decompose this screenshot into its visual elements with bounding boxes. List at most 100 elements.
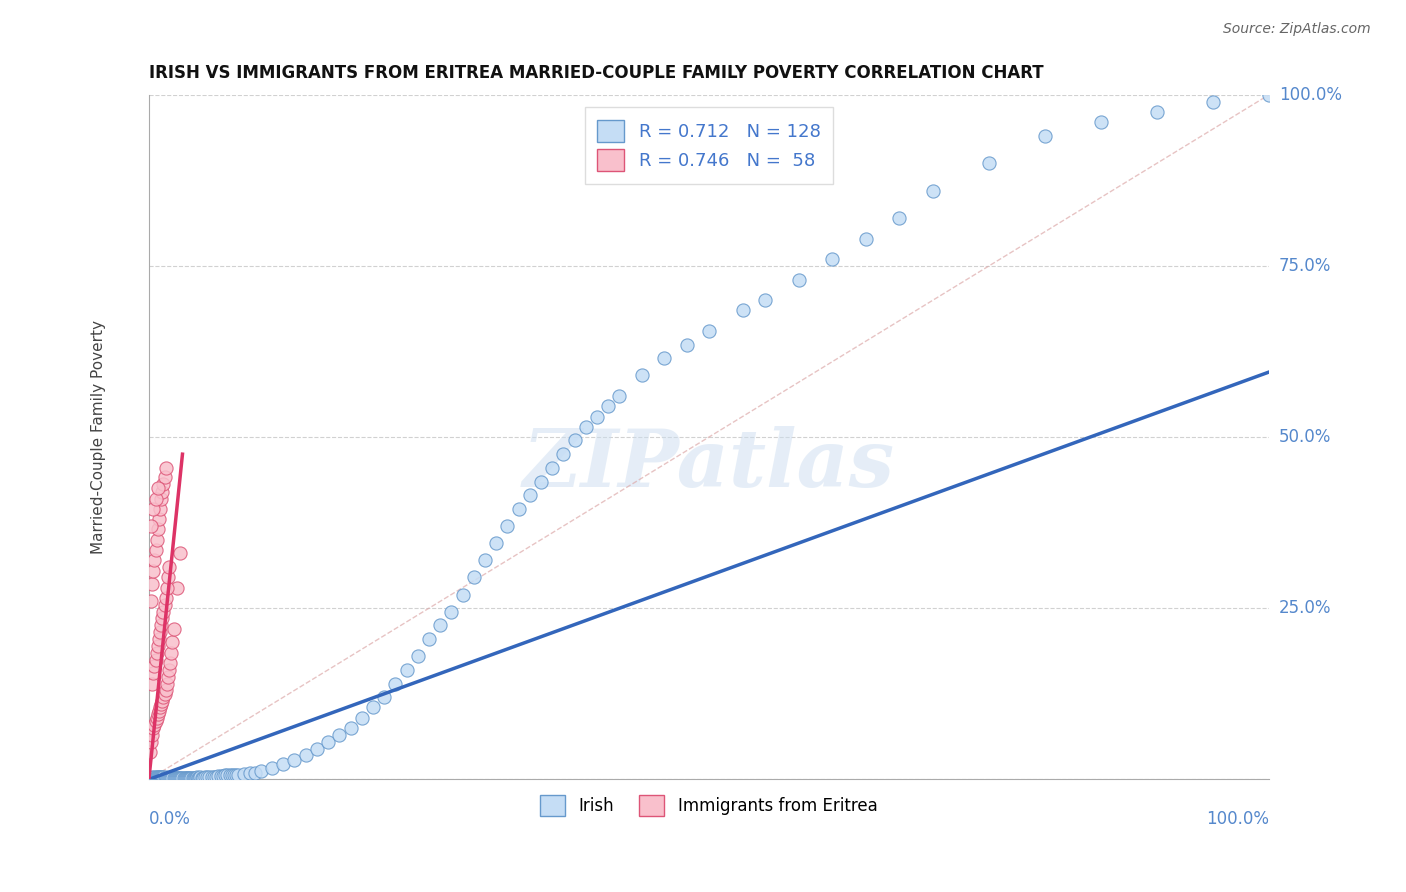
Point bbox=[160, 771, 183, 785]
Point bbox=[146, 771, 169, 785]
Point bbox=[167, 771, 190, 785]
Point bbox=[159, 656, 181, 670]
Point bbox=[153, 687, 176, 701]
Point bbox=[146, 770, 169, 784]
Point bbox=[194, 770, 217, 784]
Point bbox=[153, 469, 176, 483]
Point bbox=[598, 399, 620, 413]
Point bbox=[165, 771, 187, 785]
Point bbox=[184, 771, 207, 785]
Point bbox=[139, 735, 162, 749]
Point bbox=[156, 581, 179, 595]
Point bbox=[162, 771, 184, 785]
Point bbox=[575, 419, 598, 434]
Point bbox=[922, 184, 945, 198]
Point bbox=[186, 770, 208, 784]
Point bbox=[146, 707, 169, 722]
Point bbox=[214, 768, 236, 782]
Point bbox=[153, 771, 176, 785]
Point bbox=[294, 747, 316, 762]
Point bbox=[148, 771, 170, 785]
Point bbox=[205, 770, 228, 784]
Point bbox=[152, 476, 174, 491]
Point bbox=[553, 447, 575, 461]
Point bbox=[207, 769, 229, 783]
Point bbox=[150, 491, 173, 506]
Point bbox=[145, 711, 167, 725]
Point bbox=[166, 771, 188, 785]
Point bbox=[262, 761, 284, 775]
Point bbox=[150, 618, 173, 632]
Point bbox=[145, 771, 167, 785]
Point bbox=[145, 543, 167, 558]
Point bbox=[173, 771, 195, 785]
Point bbox=[155, 770, 177, 784]
Point bbox=[1033, 128, 1056, 143]
Point bbox=[149, 770, 172, 784]
Point bbox=[169, 546, 191, 560]
Text: 100.0%: 100.0% bbox=[1206, 810, 1270, 828]
Point bbox=[586, 409, 609, 424]
Point bbox=[198, 770, 221, 784]
Point bbox=[156, 670, 179, 684]
Point bbox=[221, 768, 243, 782]
Point bbox=[148, 632, 170, 646]
Point bbox=[152, 690, 174, 705]
Point bbox=[145, 646, 167, 660]
Point bbox=[508, 502, 530, 516]
Point bbox=[145, 771, 167, 785]
Point bbox=[150, 770, 173, 784]
Point bbox=[157, 663, 180, 677]
Point bbox=[145, 714, 167, 729]
Point bbox=[305, 741, 328, 756]
Point bbox=[384, 676, 406, 690]
Point bbox=[652, 351, 675, 366]
Point bbox=[217, 768, 239, 782]
Point bbox=[156, 676, 179, 690]
Legend: Irish, Immigrants from Eritrea: Irish, Immigrants from Eritrea bbox=[534, 789, 884, 822]
Point bbox=[250, 764, 273, 779]
Point bbox=[190, 771, 212, 785]
Point bbox=[977, 156, 1000, 170]
Point bbox=[181, 771, 204, 785]
Point bbox=[1258, 87, 1281, 102]
Point bbox=[150, 693, 173, 707]
Point bbox=[148, 512, 170, 526]
Point bbox=[167, 771, 190, 785]
Point bbox=[155, 591, 177, 605]
Point bbox=[162, 622, 184, 636]
Text: 100.0%: 100.0% bbox=[1279, 86, 1341, 103]
Point bbox=[148, 704, 170, 718]
Point bbox=[150, 770, 173, 784]
Point bbox=[395, 663, 418, 677]
Point bbox=[630, 368, 652, 383]
Point bbox=[283, 753, 305, 767]
Point bbox=[190, 770, 212, 784]
Point bbox=[855, 231, 877, 245]
Point bbox=[150, 611, 173, 625]
Point bbox=[228, 767, 250, 781]
Point bbox=[146, 523, 169, 537]
Point bbox=[530, 475, 553, 489]
Point bbox=[156, 570, 179, 584]
Point bbox=[149, 625, 172, 640]
Point bbox=[149, 700, 172, 714]
Text: ZIPatlas: ZIPatlas bbox=[523, 425, 896, 503]
Point bbox=[1090, 115, 1112, 129]
Point bbox=[1146, 104, 1168, 119]
Point bbox=[156, 771, 179, 785]
Point bbox=[145, 770, 167, 784]
Point bbox=[150, 697, 173, 711]
Point bbox=[787, 272, 810, 286]
Point bbox=[145, 533, 167, 547]
Point bbox=[152, 770, 174, 784]
Point bbox=[142, 771, 165, 785]
Point bbox=[485, 536, 508, 550]
Point bbox=[245, 765, 267, 780]
Point bbox=[159, 771, 181, 785]
Point bbox=[173, 771, 195, 785]
Point bbox=[675, 337, 697, 351]
Point bbox=[162, 771, 184, 785]
Point bbox=[139, 594, 162, 608]
Point bbox=[1202, 95, 1225, 109]
